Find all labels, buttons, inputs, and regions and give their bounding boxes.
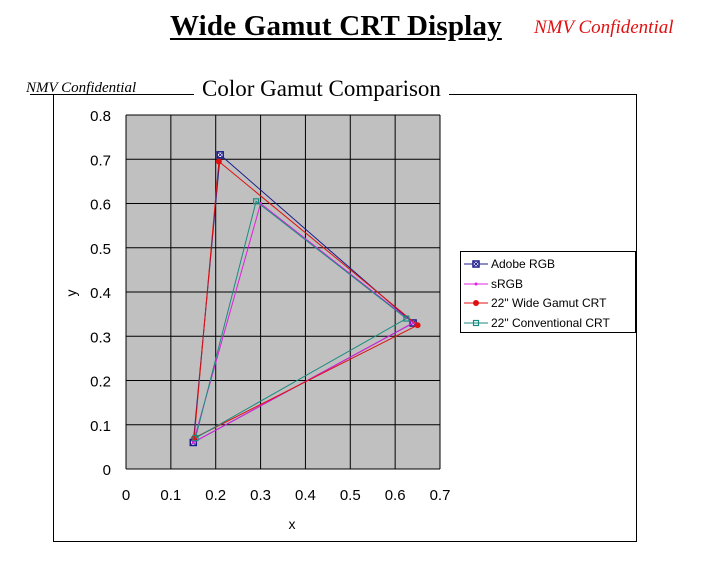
x-tick-label: 0.4 bbox=[295, 487, 316, 504]
x-tick-label: 0 bbox=[122, 487, 130, 504]
legend-marker-srgb bbox=[464, 282, 488, 286]
confidential-label-top: NMV Confidential bbox=[534, 17, 674, 38]
legend-item-conventional-crt: 22" Conventional CRT bbox=[463, 314, 610, 332]
legend-label-wide-gamut-crt: 22" Wide Gamut CRT bbox=[491, 296, 607, 310]
legend-item-wide-gamut-crt: 22" Wide Gamut CRT bbox=[463, 294, 606, 312]
chart-title: Color Gamut Comparison bbox=[194, 76, 449, 102]
y-tick-label: 0.8 bbox=[90, 108, 111, 125]
page-title: Wide Gamut CRT Display bbox=[170, 10, 502, 42]
y-tick-label: 0.3 bbox=[90, 329, 111, 346]
legend-label-adobe-rgb: Adobe RGB bbox=[491, 257, 556, 271]
x-tick-label: 0.7 bbox=[430, 487, 451, 504]
confidential-label-left: NMV Confidential bbox=[26, 80, 139, 94]
legend-marker-adobe-rgb bbox=[464, 260, 488, 268]
legend: Adobe RGB sRGB 22" Wide Gamut CRT 22" Co… bbox=[460, 251, 636, 333]
data-point-conventional-crt bbox=[192, 434, 199, 442]
y-tick-label: 0.6 bbox=[90, 197, 111, 214]
y-axis-label: y bbox=[63, 290, 79, 297]
data-point-srgb bbox=[191, 440, 195, 444]
y-tick-labels: 0 0.1 0.2 0.3 0.4 0.5 0.6 0.7 0.8 bbox=[90, 108, 111, 479]
legend-marker bbox=[473, 300, 479, 306]
legend-marker-wide-gamut-crt bbox=[464, 300, 488, 306]
data-point-adobe-rgb-cross bbox=[217, 152, 223, 158]
x-tick-label: 0.3 bbox=[250, 487, 271, 504]
y-tick-label: 0.5 bbox=[90, 241, 111, 258]
y-tick-label: 0.7 bbox=[90, 152, 111, 169]
x-tick-label: 0.6 bbox=[385, 487, 406, 504]
data-point-wide-gamut-crt bbox=[414, 322, 421, 329]
legend-marker bbox=[474, 282, 478, 286]
series-layer bbox=[189, 151, 421, 447]
legend-item-srgb: sRGB bbox=[463, 275, 523, 293]
y-tick-label: 0.2 bbox=[90, 374, 111, 391]
x-tick-label: 0.2 bbox=[205, 487, 226, 504]
data-point-conventional-crt bbox=[252, 198, 260, 205]
x-tick-label: 0.5 bbox=[340, 487, 361, 504]
confidential-underline bbox=[30, 94, 176, 95]
y-tick-label: 0.4 bbox=[90, 285, 111, 302]
y-tick-label: 0.1 bbox=[90, 418, 111, 435]
series-line-conventional-crt bbox=[194, 200, 407, 440]
series-wide-gamut-crt bbox=[191, 158, 421, 442]
legend-label-srgb: sRGB bbox=[491, 277, 524, 291]
legend-label-conventional-crt: 22" Conventional CRT bbox=[491, 316, 610, 330]
x-tick-labels: 0 0.1 0.2 0.3 0.4 0.5 0.6 0.7 bbox=[122, 487, 451, 504]
series-line-wide-gamut-crt bbox=[193, 160, 418, 439]
x-axis-label: x bbox=[289, 516, 296, 532]
series-conventional-crt bbox=[192, 198, 410, 442]
x-tick-label: 0.1 bbox=[160, 487, 181, 504]
y-tick-label: 0 bbox=[103, 462, 111, 479]
legend-marker bbox=[472, 319, 480, 327]
data-point-conventional-crt bbox=[403, 315, 410, 322]
legend-item-adobe-rgb: Adobe RGB bbox=[463, 255, 555, 273]
data-point-wide-gamut-crt bbox=[215, 158, 222, 165]
legend-marker-cross bbox=[473, 261, 479, 267]
legend-marker-conventional-crt bbox=[464, 319, 488, 327]
